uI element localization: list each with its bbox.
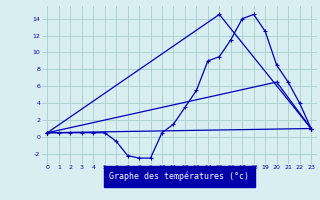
X-axis label: Graphe des températures (°c): Graphe des températures (°c): [109, 172, 249, 181]
